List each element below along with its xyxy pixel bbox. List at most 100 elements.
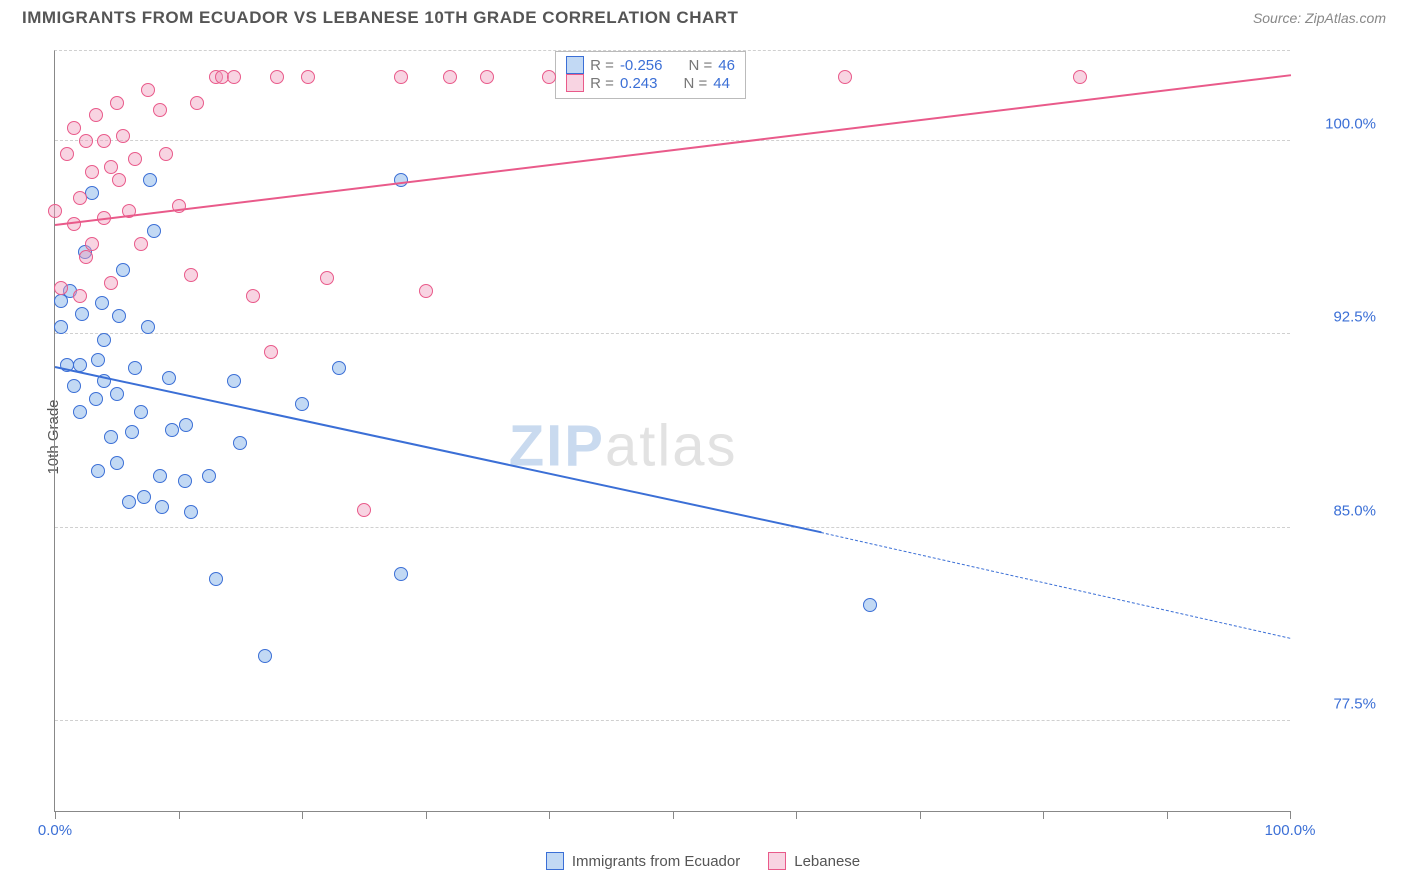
data-point [141,83,155,97]
data-point [134,237,148,251]
data-point [125,425,139,439]
r-label: R = [590,75,614,92]
data-point [394,567,408,581]
x-tick-label: 100.0% [1265,822,1316,839]
data-point [110,96,124,110]
data-point [75,307,89,321]
correlation-legend: R = -0.256 N = 46R = 0.243N = 44 [555,51,746,99]
data-point [79,134,93,148]
x-tick [179,811,180,819]
data-point [258,649,272,663]
data-point [97,333,111,347]
r-value: 0.243 [620,75,658,92]
series-legend: Immigrants from EcuadorLebanese [0,852,1406,870]
n-label: N = [688,57,712,74]
data-point [89,392,103,406]
data-point [73,289,87,303]
data-point [97,134,111,148]
data-point [104,276,118,290]
data-point [542,70,556,84]
y-tick-label: 77.5% [1333,695,1376,712]
data-point [91,353,105,367]
x-tick [426,811,427,819]
data-point [1073,70,1087,84]
data-point [110,387,124,401]
data-point [443,70,457,84]
data-point [863,598,877,612]
data-point [79,250,93,264]
correlation-legend-row: R = 0.243N = 44 [566,74,735,92]
data-point [128,152,142,166]
data-point [394,70,408,84]
data-point [165,423,179,437]
r-label: R = [590,57,614,74]
data-point [67,379,81,393]
series-legend-item: Immigrants from Ecuador [546,852,740,870]
data-point [246,289,260,303]
data-point [73,191,87,205]
data-point [73,405,87,419]
n-value: 44 [713,75,730,92]
data-point [85,165,99,179]
data-point [143,173,157,187]
data-point [141,320,155,334]
data-point [209,572,223,586]
data-point [320,271,334,285]
data-point [112,173,126,187]
x-tick [1167,811,1168,819]
x-tick [549,811,550,819]
data-point [233,436,247,450]
data-point [104,430,118,444]
watermark: ZIPatlas [509,413,738,480]
x-tick [1043,811,1044,819]
data-point [178,474,192,488]
r-value: -0.256 [620,57,663,74]
gridline-h [55,527,1290,528]
data-point [162,371,176,385]
data-point [89,108,103,122]
data-point [264,345,278,359]
data-point [67,121,81,135]
data-point [155,500,169,514]
data-point [419,284,433,298]
data-point [95,296,109,310]
y-tick-label: 92.5% [1333,309,1376,326]
data-point [190,96,204,110]
data-point [184,268,198,282]
legend-swatch [566,56,584,74]
legend-swatch [768,852,786,870]
data-point [357,503,371,517]
data-point [838,70,852,84]
legend-swatch [566,74,584,92]
x-tick [796,811,797,819]
data-point [116,263,130,277]
y-tick-label: 100.0% [1325,116,1376,133]
data-point [184,505,198,519]
data-point [112,309,126,323]
data-point [147,224,161,238]
trendline-extrapolated [821,532,1291,639]
x-tick [920,811,921,819]
data-point [91,464,105,478]
data-point [227,374,241,388]
plot-region: ZIPatlas R = -0.256 N = 46R = 0.243N = 44… [54,50,1290,812]
x-tick [55,811,56,819]
n-value: 46 [718,57,735,74]
data-point [116,129,130,143]
data-point [134,405,148,419]
gridline-h [55,140,1290,141]
data-point [153,469,167,483]
data-point [270,70,284,84]
x-tick [673,811,674,819]
gridline-h [55,720,1290,721]
x-tick-label: 0.0% [38,822,72,839]
chart-header: IMMIGRANTS FROM ECUADOR VS LEBANESE 10TH… [0,0,1406,36]
data-point [227,70,241,84]
gridline-h [55,333,1290,334]
correlation-legend-row: R = -0.256 N = 46 [566,56,735,74]
data-point [480,70,494,84]
data-point [301,70,315,84]
chart-area: 10th Grade ZIPatlas R = -0.256N = 46R = … [22,42,1386,832]
data-point [122,495,136,509]
x-tick [302,811,303,819]
